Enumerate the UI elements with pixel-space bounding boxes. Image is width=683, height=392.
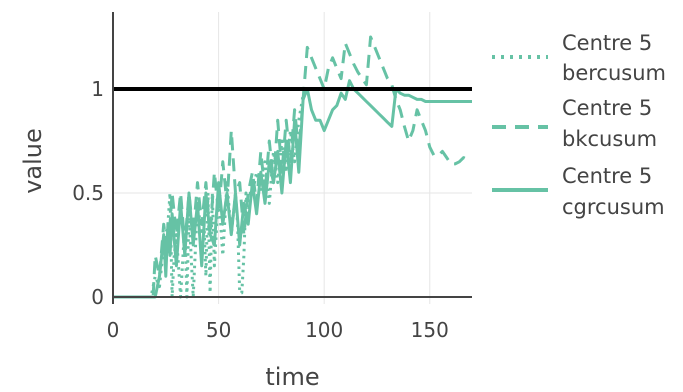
y-tick-label: 1 bbox=[91, 77, 104, 101]
y-tick-labels: 00.51 bbox=[72, 77, 104, 309]
legend-label-line1: Centre 5 bbox=[562, 164, 652, 188]
x-tick-label: 100 bbox=[305, 318, 343, 342]
legend-item-2[interactable]: Centre 5 bkcusum bbox=[492, 96, 657, 151]
x-tick-label: 0 bbox=[107, 318, 120, 342]
legend-label-line1: Centre 5 bbox=[562, 96, 652, 120]
legend-item-1[interactable]: Centre 5 bercusum bbox=[492, 31, 666, 85]
y-tick-label: 0 bbox=[91, 285, 104, 309]
x-axis-title: time bbox=[265, 363, 319, 391]
legend[interactable]: Centre 5 bercusum Centre 5 bkcusum Centre 5 c… bbox=[492, 31, 666, 219]
y-axis-title: value bbox=[19, 128, 47, 194]
legend-item-3[interactable]: Centre 5 cgrcusum bbox=[492, 164, 665, 219]
x-gridlines bbox=[218, 12, 431, 304]
x-tick-label: 150 bbox=[411, 318, 449, 342]
x-tick-label: 50 bbox=[206, 318, 231, 342]
series-line-1 bbox=[113, 94, 305, 299]
x-tick-labels: 0 50 100 150 bbox=[107, 318, 449, 342]
legend-label-line2: bercusum bbox=[562, 61, 666, 85]
legend-label-line2: bkcusum bbox=[562, 127, 657, 151]
series-line-2 bbox=[113, 35, 472, 299]
y-tick-label: 0.5 bbox=[72, 181, 104, 205]
legend-label-line1: Centre 5 bbox=[562, 31, 652, 55]
series-layer bbox=[113, 35, 472, 299]
legend-label-line2: cgrcusum bbox=[562, 195, 665, 219]
